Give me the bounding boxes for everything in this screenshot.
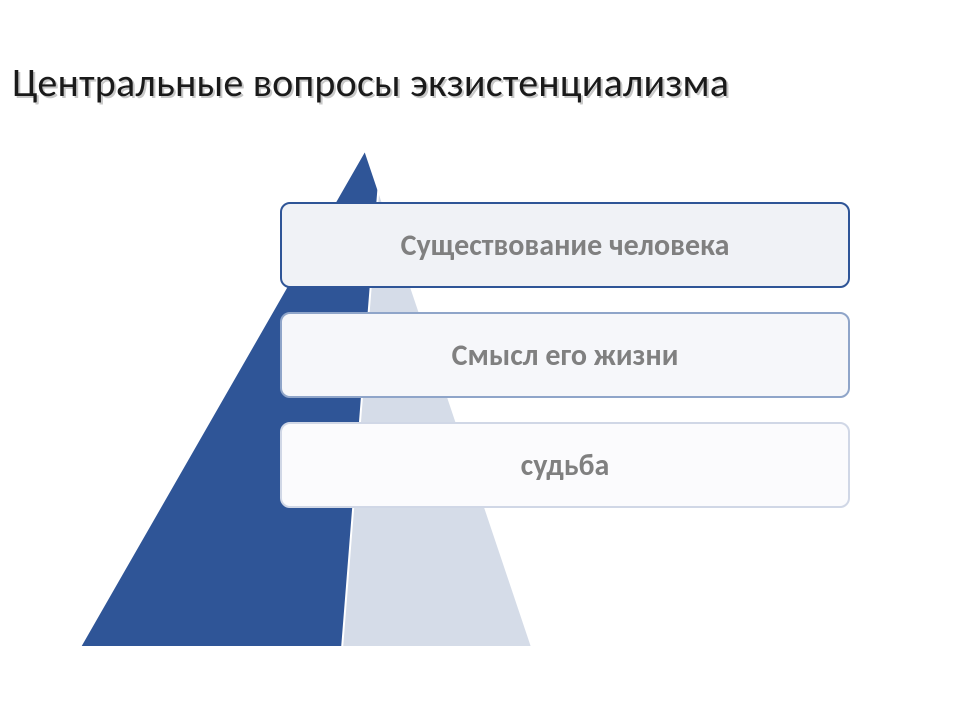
pyramid-box-2: Смысл его жизни xyxy=(280,312,850,398)
pyramid-box-label: судьба xyxy=(521,447,610,484)
pyramid-boxes: Существование человека Смысл его жизни с… xyxy=(280,202,850,532)
pyramid-box-3: судьба xyxy=(280,422,850,508)
pyramid-diagram: Существование человека Смысл его жизни с… xyxy=(80,150,880,680)
pyramid-box-1: Существование человека xyxy=(280,202,850,288)
slide: Центральные вопросы экзистенциализма Цен… xyxy=(0,0,960,720)
pyramid-box-label: Смысл его жизни xyxy=(452,337,679,374)
title-text: Центральные вопросы экзистенциализма xyxy=(12,58,729,107)
page-title: Центральные вопросы экзистенциализма Цен… xyxy=(12,58,729,107)
pyramid-box-label: Существование человека xyxy=(401,227,730,264)
